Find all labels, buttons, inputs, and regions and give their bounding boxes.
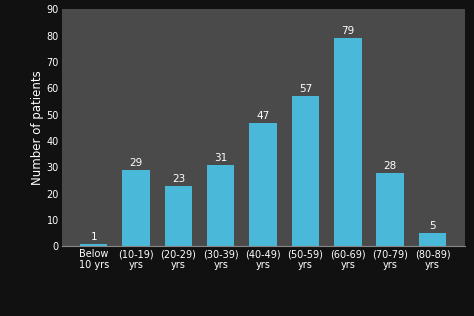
Bar xyxy=(80,244,108,246)
Bar xyxy=(164,186,192,246)
Text: 5: 5 xyxy=(429,221,436,231)
Bar xyxy=(419,233,446,246)
Text: 29: 29 xyxy=(129,158,143,168)
Text: 57: 57 xyxy=(299,84,312,94)
Text: 28: 28 xyxy=(383,161,397,171)
Text: 1: 1 xyxy=(91,232,97,242)
Bar xyxy=(334,39,362,246)
Bar xyxy=(122,170,150,246)
Bar xyxy=(249,123,277,246)
Bar xyxy=(292,96,319,246)
Bar xyxy=(207,165,235,246)
Bar xyxy=(376,173,404,246)
Text: 23: 23 xyxy=(172,174,185,184)
Text: 31: 31 xyxy=(214,153,228,163)
Y-axis label: Number of patients: Number of patients xyxy=(31,70,44,185)
Text: 47: 47 xyxy=(256,111,270,121)
Text: 79: 79 xyxy=(341,26,355,36)
